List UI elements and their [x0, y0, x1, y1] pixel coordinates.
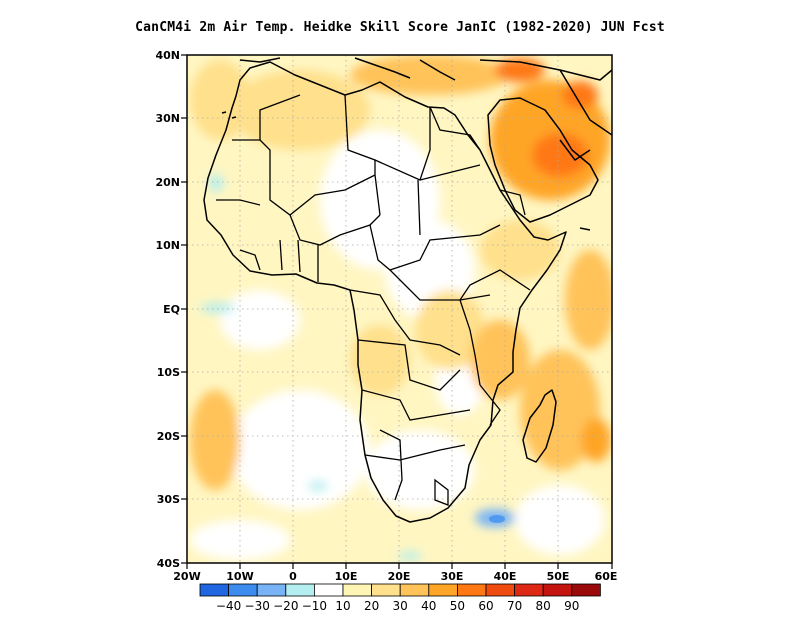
- lon-tick-label: 20W: [173, 570, 200, 583]
- colorbar-label: −40: [216, 599, 241, 613]
- colorbar-label: 40: [421, 599, 436, 613]
- colorbar-label: 90: [564, 599, 579, 613]
- colorbar-swatch: [313, 583, 344, 597]
- colorbar-swatch: [199, 583, 230, 597]
- colorbar-label: 50: [450, 599, 465, 613]
- lat-tick-label: 30N: [155, 112, 180, 125]
- skill-field: [187, 55, 612, 563]
- lon-tick-labels: 20W 10W 0 10E 20E 30E 40E 50E 60E: [173, 570, 617, 583]
- colorbar-label: 70: [507, 599, 522, 613]
- lon-tick-label: 0: [289, 570, 297, 583]
- colorbar-swatch: [228, 583, 258, 597]
- colorbar-swatch: [256, 583, 287, 597]
- axis-ticks: [181, 54, 613, 569]
- lat-tick-label: EQ: [163, 303, 180, 316]
- colorbar-swatch: [571, 583, 601, 597]
- lon-tick-label: 50E: [547, 570, 570, 583]
- colorbar-swatch: [342, 583, 373, 597]
- colorbar-swatch: [428, 583, 458, 597]
- lon-tick-label: 10E: [335, 570, 358, 583]
- map-title: CanCM4i 2m Air Temp. Heidke Skill Score …: [135, 20, 665, 35]
- colorbar-label: 60: [478, 599, 493, 613]
- lat-tick-labels: 40N 30N 20N 10N EQ 10S 20S 30S 40S: [155, 49, 180, 570]
- lat-tick-label: 10S: [157, 366, 180, 379]
- colorbar-label: −30: [245, 599, 270, 613]
- colorbar-label: −20: [273, 599, 298, 613]
- lat-tick-label: 40N: [155, 49, 180, 62]
- colorbar: −40 −30 −20 −10 10 20 30 40 50 60 70 80 90: [199, 583, 601, 613]
- lat-tick-label: 10N: [155, 239, 180, 252]
- lat-tick-label: 40S: [157, 557, 180, 570]
- colorbar-swatch: [285, 583, 315, 597]
- colorbar-label: 80: [536, 599, 551, 613]
- colorbar-swatch: [514, 583, 544, 597]
- lat-tick-label: 20N: [155, 176, 180, 189]
- colorbar-swatch: [371, 583, 401, 597]
- lat-tick-label: 20S: [157, 430, 180, 443]
- colorbar-swatch: [485, 583, 516, 597]
- lon-tick-label: 20E: [388, 570, 411, 583]
- coastlines: [203, 57, 612, 523]
- lon-tick-label: 30E: [441, 570, 464, 583]
- colorbar-label: 20: [364, 599, 379, 613]
- colorbar-swatch: [456, 583, 487, 597]
- country-borders: [216, 94, 531, 506]
- colorbar-label: −10: [302, 599, 327, 613]
- colorbar-label: 10: [335, 599, 350, 613]
- lon-tick-label: 60E: [595, 570, 618, 583]
- lat-tick-label: 30S: [157, 493, 180, 506]
- lon-tick-label: 10W: [226, 570, 253, 583]
- colorbar-swatch: [399, 583, 430, 597]
- colorbar-label: 30: [393, 599, 408, 613]
- colorbar-swatch: [542, 583, 573, 597]
- map-grid: [187, 55, 612, 563]
- lon-tick-label: 40E: [494, 570, 517, 583]
